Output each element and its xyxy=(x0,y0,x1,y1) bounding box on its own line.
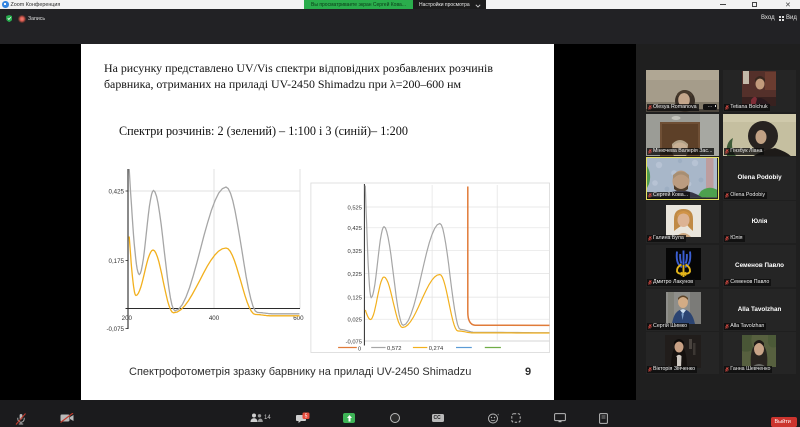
svg-text:200: 200 xyxy=(122,315,133,322)
svg-text:0,425: 0,425 xyxy=(347,226,362,232)
svg-text:0,175: 0,175 xyxy=(109,258,125,265)
svg-text:+: + xyxy=(497,413,499,417)
svg-text:-0,075: -0,075 xyxy=(106,326,124,333)
svg-text:0,525: 0,525 xyxy=(347,205,362,211)
svg-text:0,274: 0,274 xyxy=(429,346,444,352)
svg-text:0,225: 0,225 xyxy=(347,272,362,278)
svg-text:0,572: 0,572 xyxy=(387,346,402,352)
svg-text:0,325: 0,325 xyxy=(347,249,362,255)
svg-text:400: 400 xyxy=(209,315,220,322)
svg-text:0: 0 xyxy=(358,347,361,353)
svg-text:0,425: 0,425 xyxy=(109,189,125,196)
svg-text:600: 600 xyxy=(293,315,304,322)
svg-text:5: 5 xyxy=(305,414,308,420)
svg-text:-0,075: -0,075 xyxy=(346,339,362,345)
svg-text:0,125: 0,125 xyxy=(347,295,362,301)
svg-text:0,025: 0,025 xyxy=(347,318,362,324)
